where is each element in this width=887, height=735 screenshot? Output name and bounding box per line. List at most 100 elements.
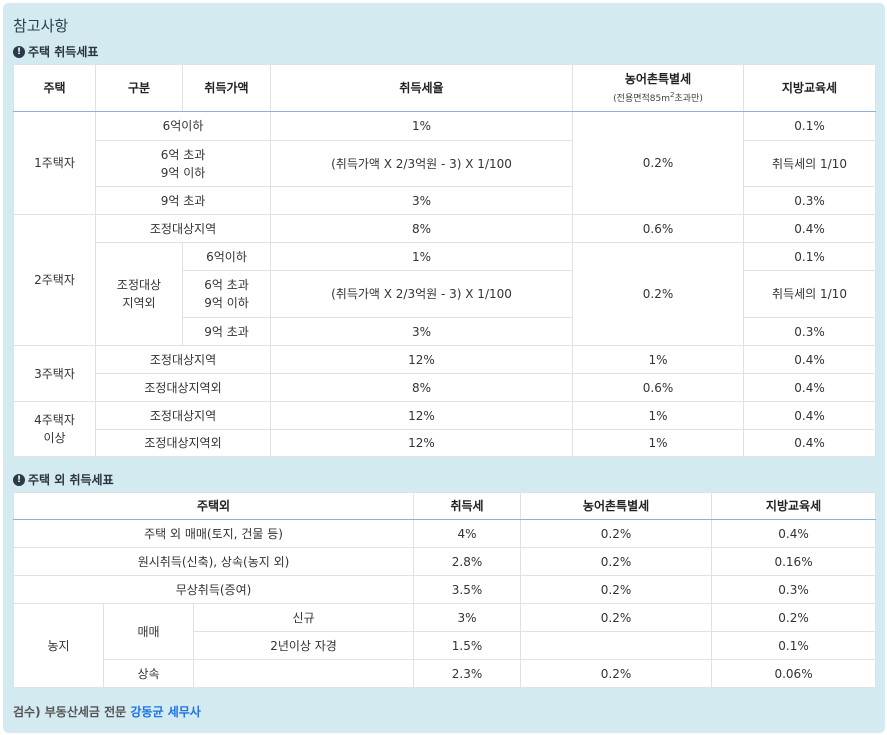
reviewer-footer: 검수) 부동산세금 전문 강동균 세무사	[13, 703, 201, 720]
non-housing-heading-label: 주택 외 취득세표	[28, 473, 114, 487]
edu-cell: 0.1%	[743, 111, 876, 141]
table-header-row: 주택 구분 취득가액 취득세율 농어촌특별세 (전용면적85m2초과만) 지방교…	[13, 64, 876, 112]
edu-cell: 0.3%	[711, 575, 877, 604]
table-row: 6억 초과 9억 이하 (취득가액 X 2/3억원 - 3) X 1/100 취…	[14, 270, 876, 318]
table-row: 4주택자 이상 조정대상지역 12% 1% 0.4%	[13, 401, 876, 457]
table-row: 상속 2.3% 0.2% 0.06%	[14, 659, 877, 688]
edu-cell: 0.4%	[743, 401, 876, 430]
housing-section-heading: ! 주택 취득세표	[13, 43, 98, 60]
type-cell: 2년이상 자경	[192, 631, 415, 660]
tax-cell: 3%	[413, 603, 522, 632]
header-tax: 취득세	[413, 492, 522, 520]
rural-cell: 0.2%	[520, 575, 713, 604]
footer-prefix: 검수) 부동산세금 전문	[13, 705, 131, 719]
rural-cell	[520, 631, 713, 660]
category-cell: 6억 초과 9억 이하	[95, 140, 271, 187]
price-cell: 6억이하	[182, 242, 271, 271]
rate-cell: 12%	[270, 429, 573, 457]
header-edu: 지방교육세	[711, 492, 877, 520]
header-rural: 농어촌특별세 (전용면적85m2초과만)	[572, 64, 744, 112]
type-cell: 주택 외 매매(토지, 건물 등)	[12, 519, 415, 548]
type-cell: 신규	[192, 603, 415, 632]
rate-cell: 12%	[270, 401, 573, 430]
edu-cell: 0.2%	[711, 603, 877, 632]
rate-cell: 8%	[270, 214, 573, 243]
reference-panel: 참고사항 ! 주택 취득세표 주택 구분 취득가액 취득세율 농어촌특별세 (전…	[3, 3, 885, 733]
rural-cell: 0.6%	[572, 214, 744, 243]
non-housing-tax-table: 주택외 취득세 농어촌특별세 지방교육세 주택 외 매매(토지, 건물 등) 4…	[12, 492, 877, 688]
rural-cell: 1%	[572, 345, 744, 374]
rate-cell: 1%	[270, 242, 573, 271]
table-row: 농지 매매 신규 3% 0.2% 0.2%	[13, 603, 877, 688]
table-row: 6억 초과 9억 이하 (취득가액 X 2/3억원 - 3) X 1/100 취…	[14, 140, 876, 187]
edu-cell: 0.3%	[743, 317, 876, 346]
non-housing-section-heading: ! 주택 외 취득세표	[13, 471, 114, 488]
table-row: 9억 초과 3% 0.3%	[14, 186, 876, 215]
table-row: 3주택자 조정대상지역 12% 1% 0.4%	[13, 345, 876, 402]
table-row: 조정대상지역외 8% 0.6% 0.4%	[14, 373, 876, 402]
group-label: 2주택자	[13, 214, 96, 346]
group-label: 3주택자	[13, 345, 96, 402]
rural-cell: 1%	[572, 401, 744, 430]
category-cell: 조정대상지역	[95, 345, 271, 374]
header-edu: 지방교육세	[743, 64, 876, 112]
tax-cell: 4%	[413, 519, 522, 548]
rural-cell: 0.2%	[572, 111, 744, 215]
table-row: 원시취득(신축), 상속(농지 외) 2.8% 0.2% 0.16%	[12, 547, 877, 576]
edu-cell: 0.1%	[711, 631, 877, 660]
rate-cell: (취득가액 X 2/3억원 - 3) X 1/100	[270, 140, 573, 187]
category-cell: 조정대상지역	[95, 214, 271, 243]
type-cell	[192, 659, 415, 688]
tax-cell: 1.5%	[413, 631, 522, 660]
header-rate: 취득세율	[270, 64, 573, 112]
rate-cell: 3%	[270, 317, 573, 346]
type-cell: 원시취득(신축), 상속(농지 외)	[12, 547, 415, 576]
tax-cell: 2.8%	[413, 547, 522, 576]
edu-cell: 0.4%	[743, 214, 876, 243]
rural-note: (전용면적85m2초과만)	[613, 91, 703, 104]
reviewer-name-link[interactable]: 강동균 세무사	[130, 705, 201, 719]
type-cell: 무상취득(증여)	[12, 575, 415, 604]
table-row: 조정대상 지역외 6억이하 1% 0.2% 0.1%	[14, 242, 876, 346]
exclamation-circle-icon: !	[13, 473, 25, 486]
header-rural: 농어촌특별세	[520, 492, 713, 520]
edu-cell: 0.06%	[711, 659, 877, 688]
edu-cell: 0.16%	[711, 547, 877, 576]
edu-cell: 취득세의 1/10	[743, 140, 876, 187]
category-cell: 조정대상 지역외	[95, 242, 183, 346]
table-header-row: 주택외 취득세 농어촌특별세 지방교육세	[12, 492, 877, 520]
header-type: 주택외	[12, 492, 415, 520]
rural-cell: 0.2%	[572, 242, 744, 346]
housing-tax-table: 주택 구분 취득가액 취득세율 농어촌특별세 (전용면적85m2초과만) 지방교…	[13, 64, 876, 457]
rate-cell: 12%	[270, 345, 573, 374]
rate-cell: 8%	[270, 373, 573, 402]
table-row: 주택 외 매매(토지, 건물 등) 4% 0.2% 0.4%	[12, 519, 877, 548]
sale-label: 매매	[103, 603, 194, 660]
edu-cell: 0.4%	[743, 373, 876, 402]
table-row: 9억 초과 3% 0.3%	[14, 317, 876, 346]
category-cell: 조정대상지역외	[95, 373, 271, 402]
edu-cell: 취득세의 1/10	[743, 270, 876, 318]
group-label: 4주택자 이상	[13, 401, 96, 457]
category-cell: 6억이하	[95, 111, 271, 141]
rural-cell: 0.2%	[520, 547, 713, 576]
category-cell: 조정대상지역	[95, 401, 271, 430]
category-cell: 조정대상지역외	[95, 429, 271, 457]
rate-cell: 3%	[270, 186, 573, 215]
housing-heading-label: 주택 취득세표	[28, 45, 99, 59]
rural-cell: 0.2%	[520, 519, 713, 548]
edu-cell: 0.1%	[743, 242, 876, 271]
tax-cell: 3.5%	[413, 575, 522, 604]
category-cell: 9억 초과	[95, 186, 271, 215]
header-price: 취득가액	[182, 64, 271, 112]
rural-cell: 0.2%	[520, 659, 713, 688]
rural-cell: 0.2%	[520, 603, 713, 632]
rate-cell: (취득가액 X 2/3억원 - 3) X 1/100	[270, 270, 573, 318]
price-cell: 6억 초과 9억 이하	[182, 270, 271, 318]
table-row: 1주택자 6억이하 1% 0.2% 0.1%	[13, 111, 876, 215]
rural-cell: 1%	[572, 429, 744, 457]
group-label: 1주택자	[13, 111, 96, 215]
rate-cell: 1%	[270, 111, 573, 141]
table-row: 무상취득(증여) 3.5% 0.2% 0.3%	[12, 575, 877, 604]
exclamation-circle-icon: !	[13, 45, 25, 58]
